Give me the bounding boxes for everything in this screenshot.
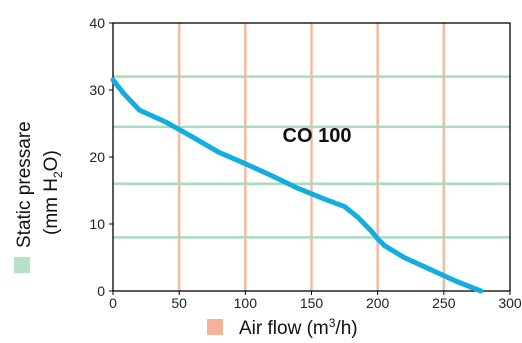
x-axis-color-marker [207,319,223,335]
x-tick-label: 50 [171,295,187,311]
x-tick-label: 0 [109,295,117,311]
x-tick-label: 300 [498,295,522,311]
tick-labels-layer: 0 50 100 150 200 250 300 0 10 20 30 40 [89,15,521,311]
y-axis-title-line1: Static pressare [14,121,35,248]
y-tick-label: 0 [97,283,105,299]
axes-layer [109,22,511,295]
x-axis-title: Air flow (m3/h) [239,316,358,339]
chart-annotation: CO 100 [283,125,352,147]
x-tick-label: 250 [432,295,456,311]
y-tick-label: 10 [89,216,105,232]
y-tick-label: 40 [89,15,105,31]
y-tick-label: 30 [89,82,105,98]
x-axis-title-sup: 3 [329,316,336,330]
y-axis-title-line2-end: O) [41,150,62,171]
y-axis-color-marker [14,257,30,273]
y-axis-title-line2: (mm H2O) [41,150,65,235]
x-tick-label: 200 [366,295,390,311]
x-axis-title-group: Air flow (m3/h) [207,316,358,339]
y-axis-title-group: Static pressare (mm H2O) [14,121,65,273]
y-axis-title-line2-sub: 2 [51,171,65,178]
x-axis-title-main: Air flow (m [239,318,329,339]
y-axis-title-line2-start: (mm H [41,178,62,235]
grid-layer [113,23,510,291]
x-tick-label: 150 [300,295,324,311]
series-layer [110,77,484,294]
y-tick-label: 20 [89,149,105,165]
x-tick-label: 100 [234,295,258,311]
series-line [110,77,484,294]
x-axis-title-end: /h) [335,318,357,339]
